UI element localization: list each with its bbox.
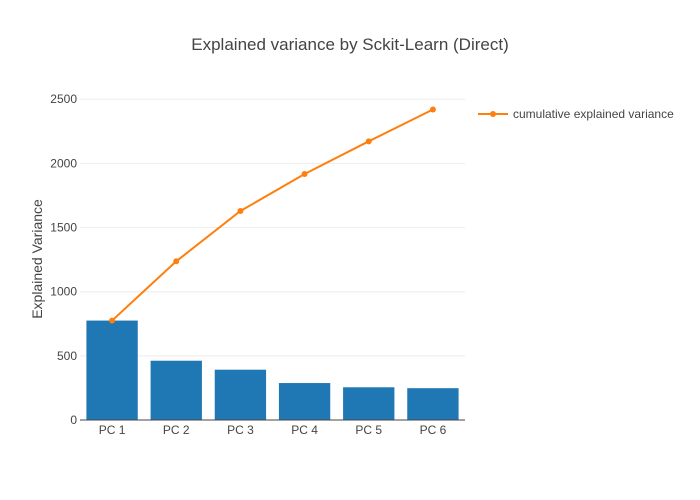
x-axis-ticks: PC 1 PC 2 PC 3 PC 4 PC 5 PC 6 [99,423,447,437]
cumulative-point[interactable] [429,106,436,113]
legend-label: cumulative explained variance [513,107,674,121]
x-tick-label: PC 3 [227,423,254,437]
bar-pc4[interactable] [278,383,331,420]
cumulative-point[interactable] [173,258,180,265]
gridlines [80,98,465,357]
legend-marker [490,111,496,117]
x-tick-label: PC 2 [163,423,190,437]
cumulative-line [109,106,436,324]
x-tick-label: PC 1 [99,423,126,437]
bar-pc3[interactable] [214,369,267,420]
bars [86,320,459,420]
y-tick-label: 0 [70,413,77,427]
cumulative-point[interactable] [109,317,116,324]
y-tick-label: 2000 [50,156,77,170]
bar-pc1[interactable] [86,320,138,420]
chart-title: Explained variance by Sckit-Learn (Direc… [191,35,508,54]
y-tick-label: 1000 [50,285,77,299]
bar-pc2[interactable] [150,360,202,420]
x-tick-label: PC 4 [291,423,318,437]
x-tick-label: PC 5 [355,423,382,437]
legend[interactable]: cumulative explained variance [478,107,674,121]
cumulative-point[interactable] [237,207,244,214]
bar-pc6[interactable] [407,388,459,420]
cumulative-point[interactable] [301,171,308,178]
cumulative-line-path [111,108,434,322]
y-axis-ticks: 0 500 1000 1500 2000 2500 [50,92,77,427]
bar-pc5[interactable] [343,387,395,420]
y-tick-label: 1500 [50,221,77,235]
y-axis-title: Explained Variance [29,199,45,319]
y-tick-label: 2500 [50,92,77,106]
y-tick-label: 500 [57,349,77,363]
x-tick-label: PC 6 [420,423,447,437]
cumulative-point[interactable] [365,138,372,145]
